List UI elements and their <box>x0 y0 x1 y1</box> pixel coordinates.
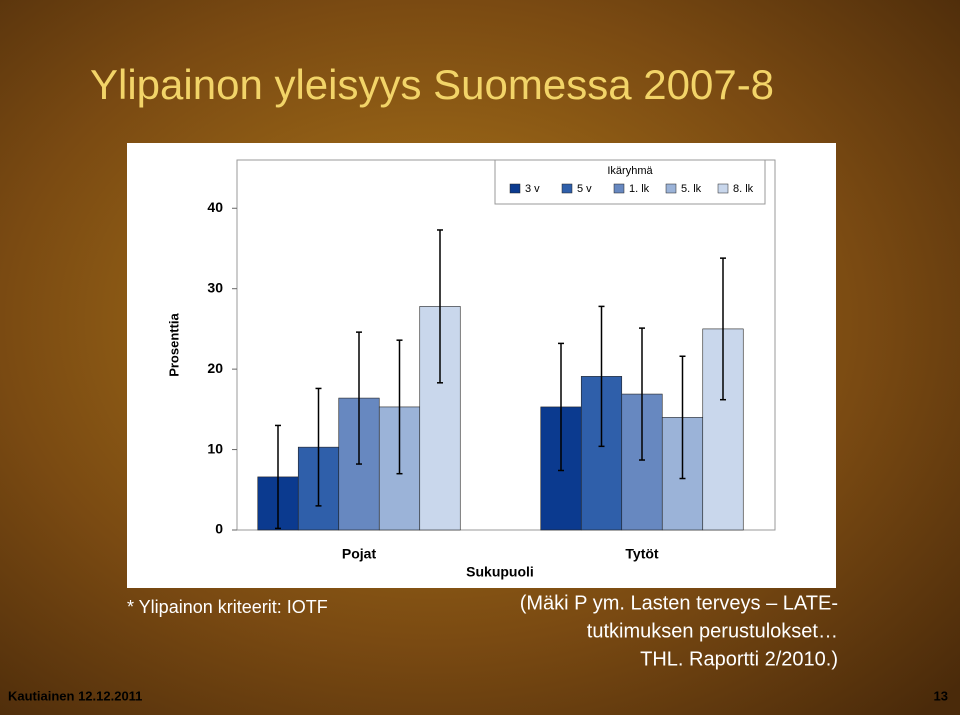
error-bar <box>720 257 726 401</box>
y-tick-label: 0 <box>215 521 223 537</box>
y-tick-label: 40 <box>207 199 223 215</box>
error-bar <box>639 327 645 461</box>
error-bar <box>315 387 322 507</box>
error-bar <box>437 229 443 384</box>
source-line: THL. Raportti 2/2010.) <box>640 648 838 670</box>
footer-left: Kautiainen 12.12.2011 <box>8 688 142 703</box>
source-line: tutkimuksen perustulokset… <box>587 620 838 642</box>
y-tick-label: 20 <box>207 360 223 376</box>
legend-label: 5. lk <box>681 183 702 195</box>
error-bar <box>598 305 605 448</box>
legend-swatch <box>717 183 729 194</box>
x-tick-label: Pojat <box>342 546 377 562</box>
error-bar <box>356 331 362 465</box>
page-number: 13 <box>934 688 948 703</box>
y-tick-label: 30 <box>207 279 223 295</box>
error-bar <box>275 424 281 530</box>
legend-label: 3 v <box>525 183 540 195</box>
y-tick-label: 10 <box>207 440 223 456</box>
legend-swatch <box>665 183 677 194</box>
footnote: * Ylipainon kriteerit: IOTF <box>127 597 328 617</box>
x-axis-label: Sukupuoli <box>466 564 534 580</box>
error-bar <box>396 339 403 475</box>
error-bar <box>679 355 686 480</box>
legend-swatch <box>613 183 625 194</box>
legend-label: 8. lk <box>733 183 754 195</box>
legend-label: 1. lk <box>629 183 650 195</box>
legend-title: Ikäryhmä <box>607 165 653 177</box>
legend-swatch <box>509 183 521 194</box>
error-bar <box>558 342 564 472</box>
legend-box <box>494 159 766 205</box>
y-axis-label: Prosenttia <box>166 312 181 376</box>
legend-swatch <box>561 183 573 194</box>
source-line: (Mäki P ym. Lasten terveys – LATE- <box>520 592 838 614</box>
slide-title: Ylipainon yleisyys Suomessa 2007-8 <box>90 61 774 108</box>
legend-label: 5 v <box>577 183 592 195</box>
x-tick-label: Tytöt <box>625 546 659 562</box>
